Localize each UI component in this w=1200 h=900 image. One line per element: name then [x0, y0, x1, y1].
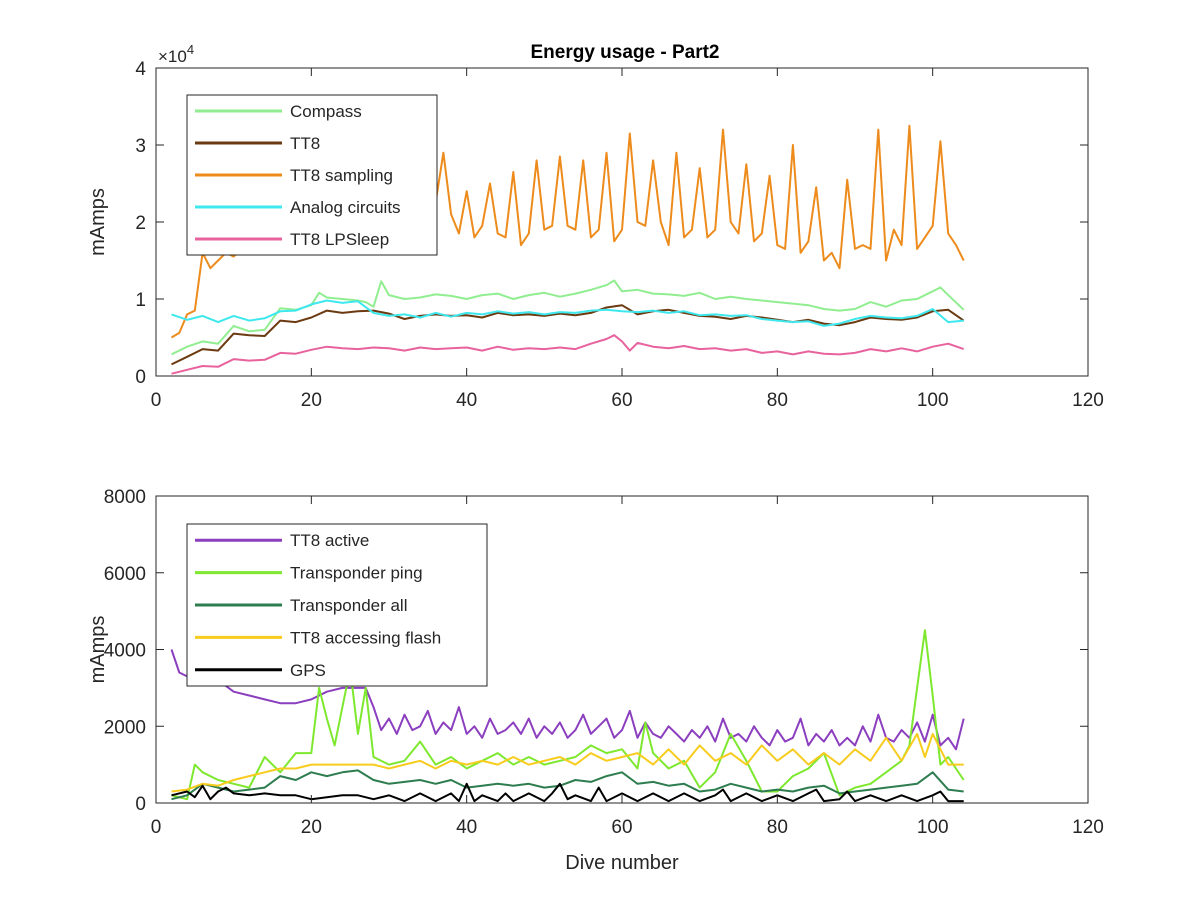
top-series-line-4 [171, 334, 965, 375]
bottom-legend-label: Transponder ping [290, 564, 423, 583]
top-axes: 0 20 40 60 80 100 120 0 1 2 3 4 ×104 mAmps Compass T… [87, 42, 1104, 411]
bottom-series-line-4 [171, 782, 964, 803]
top-x-tick-label: 100 [917, 390, 949, 411]
bottom-x-tick-label: 60 [611, 817, 632, 838]
top-y-tick-label: 3 [135, 136, 146, 157]
bottom-legend-label: GPS [290, 661, 326, 680]
top-y-tick-label: 0 [135, 367, 146, 388]
bottom-y-tick-label: 2000 [104, 717, 146, 738]
bottom-x-tick-label: 20 [301, 817, 322, 838]
bottom-series-line-0 [170, 649, 965, 751]
bottom-legend-label: TT8 accessing flash [290, 628, 441, 647]
bottom-x-tick-label: 40 [456, 817, 477, 838]
top-axes-ticks: 0 20 40 60 80 100 120 0 1 2 3 4 [135, 59, 1103, 411]
bottom-x-axis-label: Dive number [565, 852, 679, 874]
chart-title: Energy usage - Part2 [530, 42, 719, 63]
bottom-plot-lines [170, 629, 965, 803]
bottom-x-tick-label: 80 [767, 817, 788, 838]
bottom-y-tick-label: 6000 [104, 564, 146, 585]
bottom-legend-item[interactable]: TT8 accessing flash [195, 628, 441, 647]
top-x-tick-label: 20 [301, 390, 322, 411]
bottom-legend-label: TT8 active [290, 531, 369, 550]
bottom-axes-ticks: 0 20 40 60 80 100 120 0 2000 4000 6000 8000 [104, 487, 1104, 838]
top-y-axis-label: mAmps [87, 188, 109, 256]
bottom-y-tick-label: 8000 [104, 487, 146, 508]
bottom-x-tick-label: 120 [1072, 817, 1104, 838]
top-legend-item[interactable]: TT8 [195, 134, 320, 153]
top-x-tick-label: 0 [151, 390, 162, 411]
top-legend-item[interactable]: Analog circuits [195, 198, 401, 217]
top-y-exponent-label: ×104 [158, 42, 194, 66]
top-legend[interactable]: Compass TT8 TT8 sampling Analog circuits TT8… [186, 94, 438, 256]
bottom-series-line-2 [171, 769, 964, 801]
top-x-tick-label: 120 [1072, 390, 1104, 411]
top-legend-item[interactable]: TT8 LPSleep [195, 230, 389, 249]
bottom-legend-item[interactable]: Transponder ping [195, 564, 423, 583]
top-legend-label: TT8 [290, 134, 320, 153]
top-legend-item[interactable]: TT8 sampling [195, 166, 393, 185]
bottom-legend-item[interactable]: TT8 active [195, 531, 369, 550]
top-series-line-0 [171, 279, 965, 356]
top-series-line-3 [171, 299, 964, 327]
bottom-axes: 0 20 40 60 80 100 120 0 2000 4000 6000 8000 mAmps D… [87, 487, 1104, 874]
top-y-tick-label: 2 [135, 213, 146, 234]
top-legend-label: Analog circuits [290, 198, 401, 217]
bottom-x-tick-label: 0 [151, 817, 162, 838]
top-y-tick-label: 4 [135, 59, 146, 80]
top-x-tick-label: 40 [456, 390, 477, 411]
top-legend-label: Compass [290, 102, 362, 121]
bottom-y-tick-label: 0 [135, 794, 146, 815]
bottom-x-tick-label: 100 [917, 817, 949, 838]
bottom-legend-label: Transponder all [290, 596, 408, 615]
top-legend-label: TT8 LPSleep [290, 230, 389, 249]
bottom-legend-item[interactable]: GPS [195, 661, 326, 680]
bottom-series-line-1 [171, 629, 965, 801]
top-y-tick-label: 1 [135, 290, 146, 311]
bottom-y-tick-label: 4000 [104, 641, 146, 662]
top-x-tick-label: 60 [611, 390, 632, 411]
top-legend-label: TT8 sampling [290, 166, 393, 185]
top-x-tick-label: 80 [767, 390, 788, 411]
bottom-y-axis-label: mAmps [87, 616, 109, 684]
bottom-series-line-3 [171, 732, 964, 793]
top-legend-item[interactable]: Compass [195, 102, 362, 121]
bottom-legend[interactable]: TT8 active Transponder ping Transponder al… [186, 523, 488, 687]
bottom-legend-item[interactable]: Transponder all [195, 596, 408, 615]
